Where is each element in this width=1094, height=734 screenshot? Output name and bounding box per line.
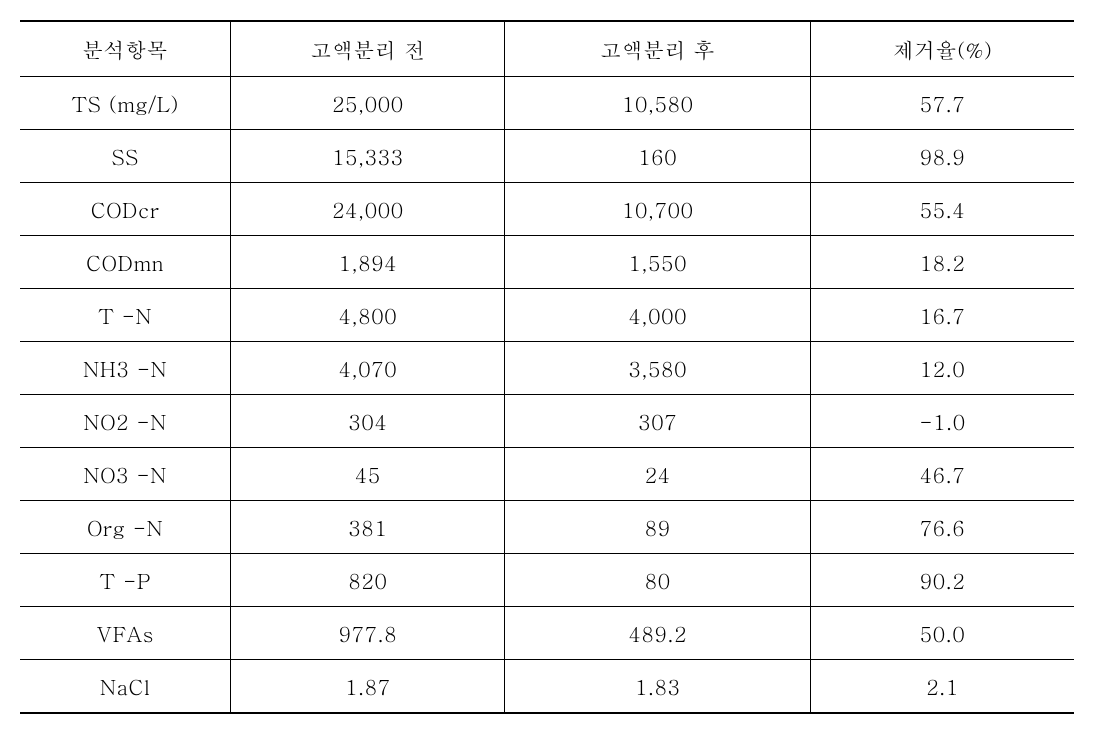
table-row: NO3 -N 45 24 46.7 [20, 448, 1074, 501]
cell-after: 80 [505, 554, 811, 607]
cell-rate: 16.7 [810, 289, 1074, 342]
table-row: VFAs 977.8 489.2 50.0 [20, 607, 1074, 660]
cell-item: VFAs [20, 607, 231, 660]
table-row: T -P 820 80 90.2 [20, 554, 1074, 607]
cell-rate: 57.7 [810, 77, 1074, 130]
cell-before: 4,800 [231, 289, 505, 342]
table-row: SS 15,333 160 98.9 [20, 130, 1074, 183]
cell-item: Org -N [20, 501, 231, 554]
table-row: NH3 -N 4,070 3,580 12.0 [20, 342, 1074, 395]
cell-item: T -N [20, 289, 231, 342]
cell-rate: 55.4 [810, 183, 1074, 236]
data-table-container: 분석항목 고액분리 전 고액분리 후 제거율(%) TS (mg/L) 25,0… [20, 20, 1074, 714]
column-header-after: 고액분리 후 [505, 21, 811, 77]
table-row: CODcr 24,000 10,700 55.4 [20, 183, 1074, 236]
cell-before: 25,000 [231, 77, 505, 130]
cell-after: 10,580 [505, 77, 811, 130]
cell-before: 4,070 [231, 342, 505, 395]
column-header-before: 고액분리 전 [231, 21, 505, 77]
cell-before: 381 [231, 501, 505, 554]
cell-rate: 98.9 [810, 130, 1074, 183]
cell-after: 89 [505, 501, 811, 554]
cell-before: 977.8 [231, 607, 505, 660]
cell-before: 45 [231, 448, 505, 501]
cell-after: 10,700 [505, 183, 811, 236]
table-body: TS (mg/L) 25,000 10,580 57.7 SS 15,333 1… [20, 77, 1074, 714]
column-header-analysis-item: 분석항목 [20, 21, 231, 77]
cell-after: 3,580 [505, 342, 811, 395]
cell-before: 24,000 [231, 183, 505, 236]
cell-after: 160 [505, 130, 811, 183]
cell-rate: -1.0 [810, 395, 1074, 448]
table-row: TS (mg/L) 25,000 10,580 57.7 [20, 77, 1074, 130]
cell-rate: 46.7 [810, 448, 1074, 501]
cell-before: 1,894 [231, 236, 505, 289]
cell-rate: 12.0 [810, 342, 1074, 395]
cell-after: 24 [505, 448, 811, 501]
cell-before: 820 [231, 554, 505, 607]
cell-item: CODcr [20, 183, 231, 236]
cell-after: 1,550 [505, 236, 811, 289]
analysis-table: 분석항목 고액분리 전 고액분리 후 제거율(%) TS (mg/L) 25,0… [20, 20, 1074, 714]
cell-item: NO2 -N [20, 395, 231, 448]
table-row: CODmn 1,894 1,550 18.2 [20, 236, 1074, 289]
cell-item: NH3 -N [20, 342, 231, 395]
cell-rate: 18.2 [810, 236, 1074, 289]
table-row: T -N 4,800 4,000 16.7 [20, 289, 1074, 342]
column-header-removal-rate: 제거율(%) [810, 21, 1074, 77]
cell-rate: 76.6 [810, 501, 1074, 554]
cell-item: SS [20, 130, 231, 183]
cell-after: 4,000 [505, 289, 811, 342]
cell-rate: 90.2 [810, 554, 1074, 607]
cell-before: 304 [231, 395, 505, 448]
table-row: Org -N 381 89 76.6 [20, 501, 1074, 554]
cell-item: CODmn [20, 236, 231, 289]
cell-after: 307 [505, 395, 811, 448]
cell-item: NO3 -N [20, 448, 231, 501]
cell-item: TS (mg/L) [20, 77, 231, 130]
table-row: NO2 -N 304 307 -1.0 [20, 395, 1074, 448]
cell-before: 15,333 [231, 130, 505, 183]
cell-item: T -P [20, 554, 231, 607]
cell-rate: 50.0 [810, 607, 1074, 660]
cell-after: 489.2 [505, 607, 811, 660]
table-header-row: 분석항목 고액분리 전 고액분리 후 제거율(%) [20, 21, 1074, 77]
